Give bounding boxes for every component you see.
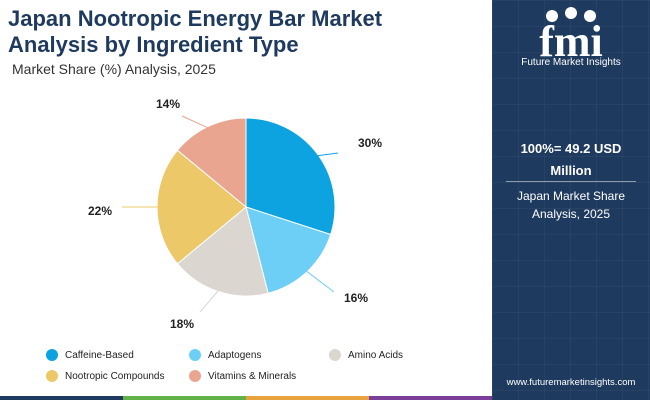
legend-label-adaptogens: Adaptogens <box>208 349 262 361</box>
data-label: 16% <box>344 291 368 305</box>
pie-chart: 30% 16% 18% 22% 14% <box>88 97 382 331</box>
leader-line <box>316 152 339 157</box>
legend-label-caffeine-based: Caffeine-Based <box>65 349 134 361</box>
market-total-unit: Million <box>550 163 592 178</box>
market-share-caption-line-1: Japan Market Share <box>516 189 626 203</box>
side-panel-pattern <box>492 0 650 400</box>
legend-item-amino-acids: Amino Acids <box>329 349 403 361</box>
logo-icon-circle <box>546 10 558 22</box>
legend-item-vitamins-minerals: Vitamins & Minerals <box>189 370 296 382</box>
data-label: 18% <box>170 317 194 331</box>
side-panel: fmi Future Market Insights 100%= 49.2 US… <box>492 0 650 400</box>
legend-item-caffeine-based: Caffeine-Based <box>46 349 134 361</box>
market-total: 100%= 49.2 USD Million <box>492 138 650 182</box>
pie-data-labels: 30% 16% 18% 22% 14% <box>88 97 382 331</box>
chart-title-line-1: Japan Nootropic Energy Bar Market <box>8 6 383 31</box>
chart-title: Japan Nootropic Energy Bar Market Analys… <box>8 6 488 58</box>
pie-slice-amino-acids <box>176 206 269 297</box>
legend-item-nootropic-compounds: Nootropic Compounds <box>46 370 165 382</box>
legend-swatch-vitamins-minerals <box>189 370 201 382</box>
legend-swatch-adaptogens <box>189 349 201 361</box>
pie-slice-caffeine-based <box>245 117 336 236</box>
bottom-bar-segment <box>369 396 492 400</box>
logo-icon-circle <box>565 7 577 19</box>
market-share-caption-line-2: Analysis, 2025 <box>531 207 611 221</box>
website-url[interactable]: www.futuremarketinsights.com <box>506 377 636 388</box>
logo-subtitle: Future Market Insights <box>521 57 621 68</box>
logo-wordmark: fmi <box>539 17 603 66</box>
legend-label-vitamins-minerals: Vitamins & Minerals <box>208 370 297 382</box>
legend-swatch-nootropic-compounds <box>46 370 58 382</box>
leader-line <box>305 270 335 293</box>
leader-line <box>199 289 220 313</box>
legend-swatch-caffeine-based <box>46 349 58 361</box>
data-label: 14% <box>156 97 180 111</box>
bottom-bar-segment <box>246 396 369 400</box>
data-label: 30% <box>358 136 382 150</box>
leader-line <box>181 115 210 129</box>
fmi-logo: fmi <box>539 7 603 66</box>
chart-subtitle: Market Share (%) Analysis, 2025 <box>12 61 216 77</box>
bottom-color-bar <box>0 396 492 400</box>
legend-label-amino-acids: Amino Acids <box>348 349 404 361</box>
chart-legend: Caffeine-Based Adaptogens Amino Acids No… <box>46 349 486 389</box>
data-label: 22% <box>88 204 112 218</box>
chart-title-line-2: Analysis by Ingredient Type <box>8 32 299 57</box>
market-total-value: 100%= 49.2 USD <box>520 141 622 156</box>
bottom-bar-segment <box>0 396 123 400</box>
pie-slices <box>156 117 336 297</box>
logo-icon-circle <box>584 10 596 22</box>
bottom-bar-segment <box>123 396 246 400</box>
pie-slice-vitamins-minerals <box>176 117 247 209</box>
market-share-caption: Japan Market Share Analysis, 2025 <box>492 187 650 223</box>
side-divider <box>506 181 636 182</box>
legend-label-nootropic-compounds: Nootropic Compounds <box>65 370 165 382</box>
legend-swatch-amino-acids <box>329 349 341 361</box>
pie-leader-lines <box>122 115 339 313</box>
legend-item-adaptogens: Adaptogens <box>189 349 261 361</box>
